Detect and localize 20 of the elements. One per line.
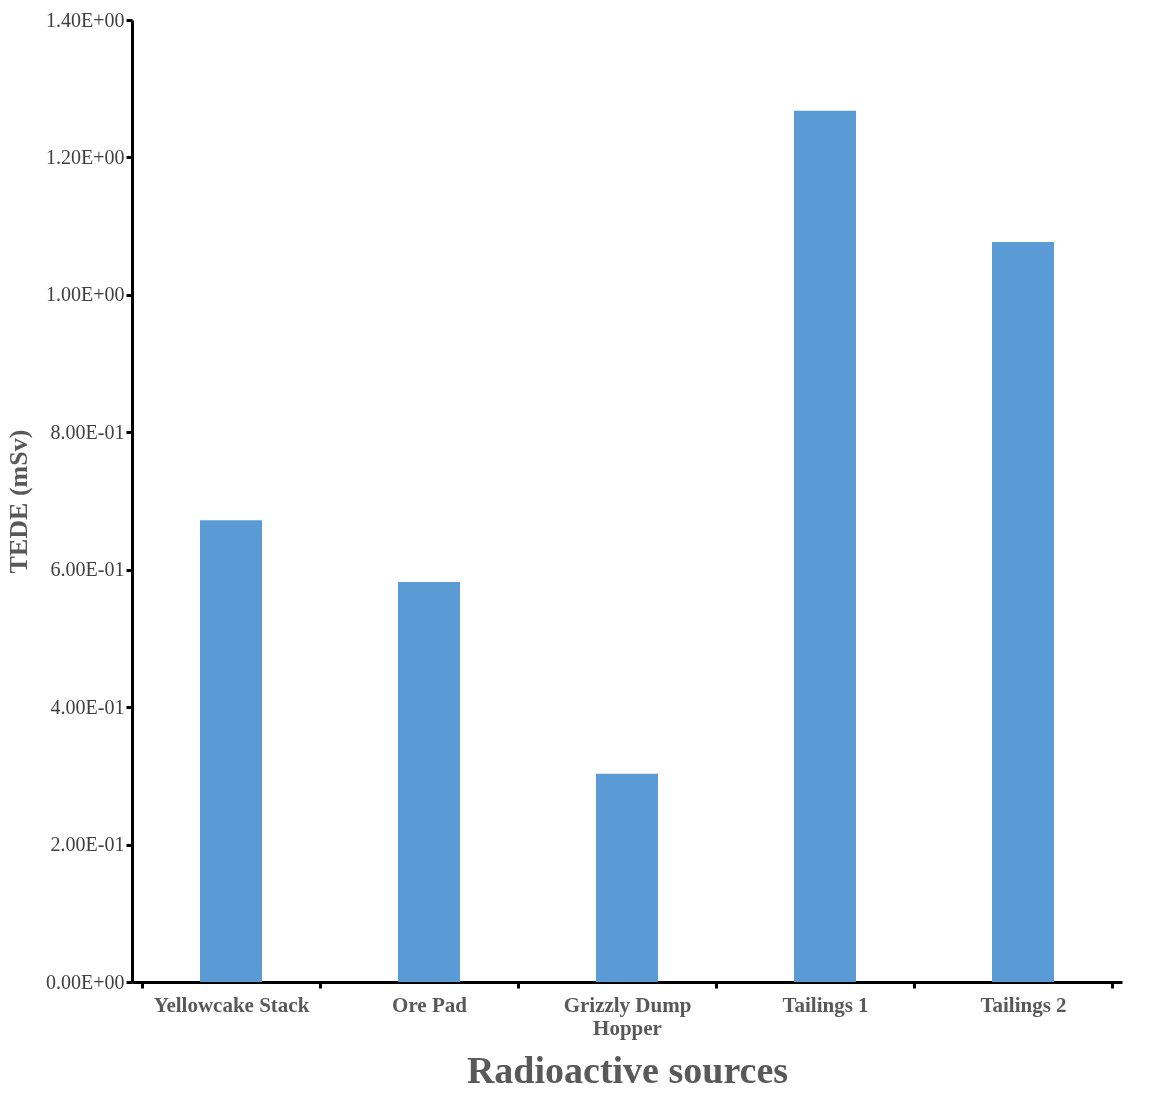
y-tick-label: 8.00E-01 bbox=[50, 420, 125, 443]
y-axis-title: TEDE (mSv) bbox=[4, 429, 33, 574]
bar bbox=[398, 582, 460, 982]
y-tick-label: 2.00E-01 bbox=[50, 833, 125, 856]
y-tick-label: 0.00E+00 bbox=[46, 970, 125, 993]
bar bbox=[200, 520, 262, 982]
y-tick-label: 4.00E-01 bbox=[50, 695, 125, 718]
x-axis-title: Radioactive sources bbox=[466, 1048, 789, 1091]
y-tick-label: 1.20E+00 bbox=[46, 145, 125, 168]
y-tick-label: 1.00E+00 bbox=[46, 283, 125, 306]
bar bbox=[992, 241, 1054, 982]
x-tick-label: Grizzly Dump Hopper bbox=[563, 992, 692, 1040]
x-tick-label: Yellowcake Stack bbox=[153, 992, 310, 1017]
x-tick-label: Ore Pad bbox=[392, 992, 468, 1017]
y-tick-label: 6.00E-01 bbox=[50, 558, 125, 581]
x-tick-label: Tailings 1 bbox=[782, 992, 869, 1017]
y-tick-label: 1.40E+00 bbox=[46, 8, 125, 31]
bar bbox=[794, 110, 856, 982]
x-tick-label: Tailings 2 bbox=[980, 992, 1067, 1017]
bar bbox=[596, 773, 658, 982]
